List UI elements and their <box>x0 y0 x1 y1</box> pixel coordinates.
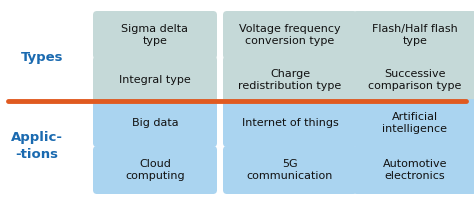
FancyBboxPatch shape <box>93 56 217 104</box>
FancyBboxPatch shape <box>93 99 217 147</box>
Text: Applic-
-tions: Applic- -tions <box>11 131 63 161</box>
FancyBboxPatch shape <box>353 146 474 194</box>
FancyBboxPatch shape <box>353 11 474 59</box>
Text: Charge
redistribution type: Charge redistribution type <box>238 69 342 91</box>
Text: Sigma delta
type: Sigma delta type <box>121 24 189 46</box>
Text: Integral type: Integral type <box>119 75 191 85</box>
Text: Successive
comparison type: Successive comparison type <box>368 69 462 91</box>
Text: Artificial
intelligence: Artificial intelligence <box>383 112 447 134</box>
FancyBboxPatch shape <box>223 56 357 104</box>
Text: Cloud
computing: Cloud computing <box>125 159 185 181</box>
Text: Big data: Big data <box>132 118 178 128</box>
FancyBboxPatch shape <box>223 146 357 194</box>
Text: Types: Types <box>21 51 63 65</box>
FancyBboxPatch shape <box>223 99 357 147</box>
Text: Internet of things: Internet of things <box>242 118 338 128</box>
FancyBboxPatch shape <box>223 11 357 59</box>
Text: Automotive
electronics: Automotive electronics <box>383 159 447 181</box>
FancyBboxPatch shape <box>93 146 217 194</box>
FancyBboxPatch shape <box>93 11 217 59</box>
Text: 5G
communication: 5G communication <box>247 159 333 181</box>
FancyBboxPatch shape <box>353 56 474 104</box>
Text: Flash/Half flash
type: Flash/Half flash type <box>372 24 458 46</box>
FancyBboxPatch shape <box>353 99 474 147</box>
Text: Voltage frequency
conversion type: Voltage frequency conversion type <box>239 24 341 46</box>
